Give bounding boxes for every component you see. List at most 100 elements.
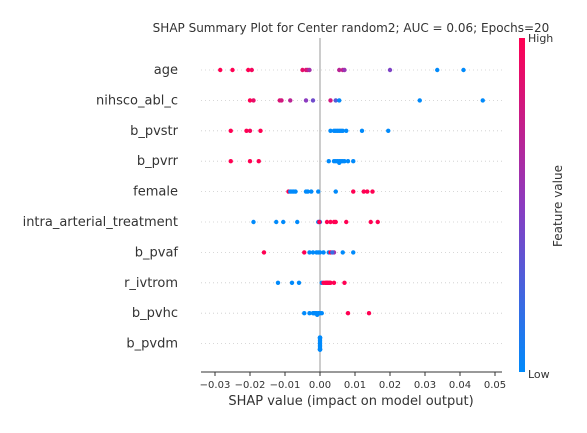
feature-label: nihsco_abl_c [96,93,178,108]
feature-label: r_ivtrom [124,276,178,291]
shap-point [228,128,233,133]
shap-point [324,280,329,285]
shap-point [351,159,356,164]
shap-point [244,128,249,133]
shap-point [340,128,345,133]
shap-point [258,128,263,133]
shap-point [370,189,375,194]
shap-point [359,128,365,133]
colorbar-low-label: Low [528,368,550,381]
shap-point [296,280,302,285]
shap-point [247,159,253,164]
shap-point [317,219,322,225]
x-tick-label: 0.04 [449,380,471,391]
shap-point [288,98,293,103]
colorbar-gradient [519,38,525,372]
shap-point [344,219,349,225]
shap-point [328,128,333,133]
shap-point [303,98,309,103]
feature-label: b_pvhc [132,306,178,321]
shap-point [417,98,422,103]
x-tick-label: −0.01 [270,380,301,391]
shap-point [218,67,223,73]
chart-title: SHAP Summary Plot for Center random2; AU… [153,21,550,35]
shap-point [321,250,326,255]
shap-point [316,250,321,255]
shap-point [309,189,314,194]
shap-point [328,219,333,225]
shap-point [293,189,298,194]
shap-point [230,67,235,73]
shap-point [461,67,466,73]
points-layer [218,67,485,352]
shap-point [246,67,251,73]
feature-label: age [154,63,178,78]
shap-point [345,311,351,316]
shap-point [333,189,338,194]
shap-point [340,250,345,255]
shap-point [279,98,284,103]
shap-point [274,219,279,225]
shap-point [316,189,321,194]
shap-point [310,98,316,103]
shap-point [342,159,347,164]
feature-label: b_pvdm [126,337,178,352]
x-axis: −0.03 −0.02 −0.01 0.00 0.01 0.02 0.03 0.04 0.05 [200,371,506,391]
shap-point [387,67,393,73]
shap-point [281,219,286,225]
shap-point [247,128,253,133]
x-axis-label: SHAP value (impact on model output) [228,394,473,409]
feature-label: b_pvaf [135,245,179,260]
shap-point [375,219,380,225]
shap-point [328,98,333,103]
colorbar-high-label: High [528,32,553,45]
shap-point [344,128,349,133]
shap-point [310,250,316,255]
shap-point [326,159,331,164]
feature-label: b_pvrr [137,154,179,169]
shap-point [249,67,254,73]
x-tick-label: 0.02 [379,380,401,391]
shap-point [256,159,261,164]
shap-point [317,347,323,352]
shap-point [275,280,281,285]
shap-point [361,189,366,194]
shap-point [228,159,233,164]
feature-label: b_pvstr [130,124,179,139]
shap-point [251,219,256,225]
colorbar-title: Feature value [551,165,565,247]
shap-point [307,250,312,255]
shap-point [307,311,312,316]
shap-point [307,67,312,73]
shap-point [365,189,370,194]
x-tick-label: 0.03 [414,380,436,391]
shap-point [368,219,373,225]
shap-point [337,160,342,165]
shap-point [331,280,337,285]
shap-point [337,67,342,73]
shap-point [337,98,342,103]
shap-point [345,159,351,164]
shap-point [305,189,310,194]
shap-point [342,67,347,73]
colorbar: High Low Feature value [519,32,565,381]
shap-point [302,250,307,255]
shap-point [261,250,267,255]
shap-point [295,219,300,225]
shap-point [316,311,322,316]
shap-point [330,250,335,255]
shap-point [300,67,305,73]
shap-point [342,280,347,285]
shap-point [333,98,338,103]
shap-point [317,335,323,340]
x-tick-label: 0.01 [344,380,366,391]
shap-point [251,98,256,103]
shap-point [247,98,253,103]
shap-point [351,189,356,194]
shap-point [302,311,307,316]
shap-point [366,311,372,316]
x-tick-label: 0.00 [309,380,331,391]
